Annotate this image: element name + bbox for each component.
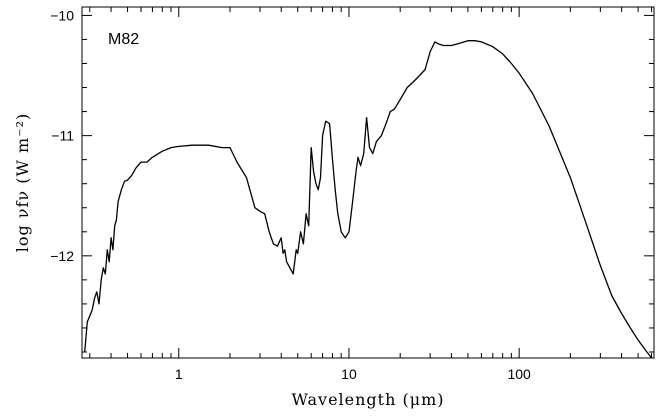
x-tick-label: 1 — [175, 366, 183, 382]
x-axis-title: Wavelength (μm) — [291, 390, 444, 409]
major-ticks — [82, 7, 654, 358]
y-tick-label: −10 — [50, 7, 74, 23]
plot-frame — [81, 6, 655, 359]
galaxy-label: M82 — [108, 31, 139, 48]
y-tick-label: −11 — [51, 128, 74, 144]
minor-ticks — [82, 7, 654, 358]
y-tick-label: −12 — [50, 248, 74, 264]
tick-labels: 1 10 100 −10 −11 −12 — [50, 7, 531, 382]
x-tick-label: 10 — [341, 366, 357, 382]
x-tick-label: 100 — [507, 366, 531, 382]
y-axis-title: log νfν (W m⁻²) — [13, 113, 32, 253]
sed-series-line — [84, 40, 653, 359]
